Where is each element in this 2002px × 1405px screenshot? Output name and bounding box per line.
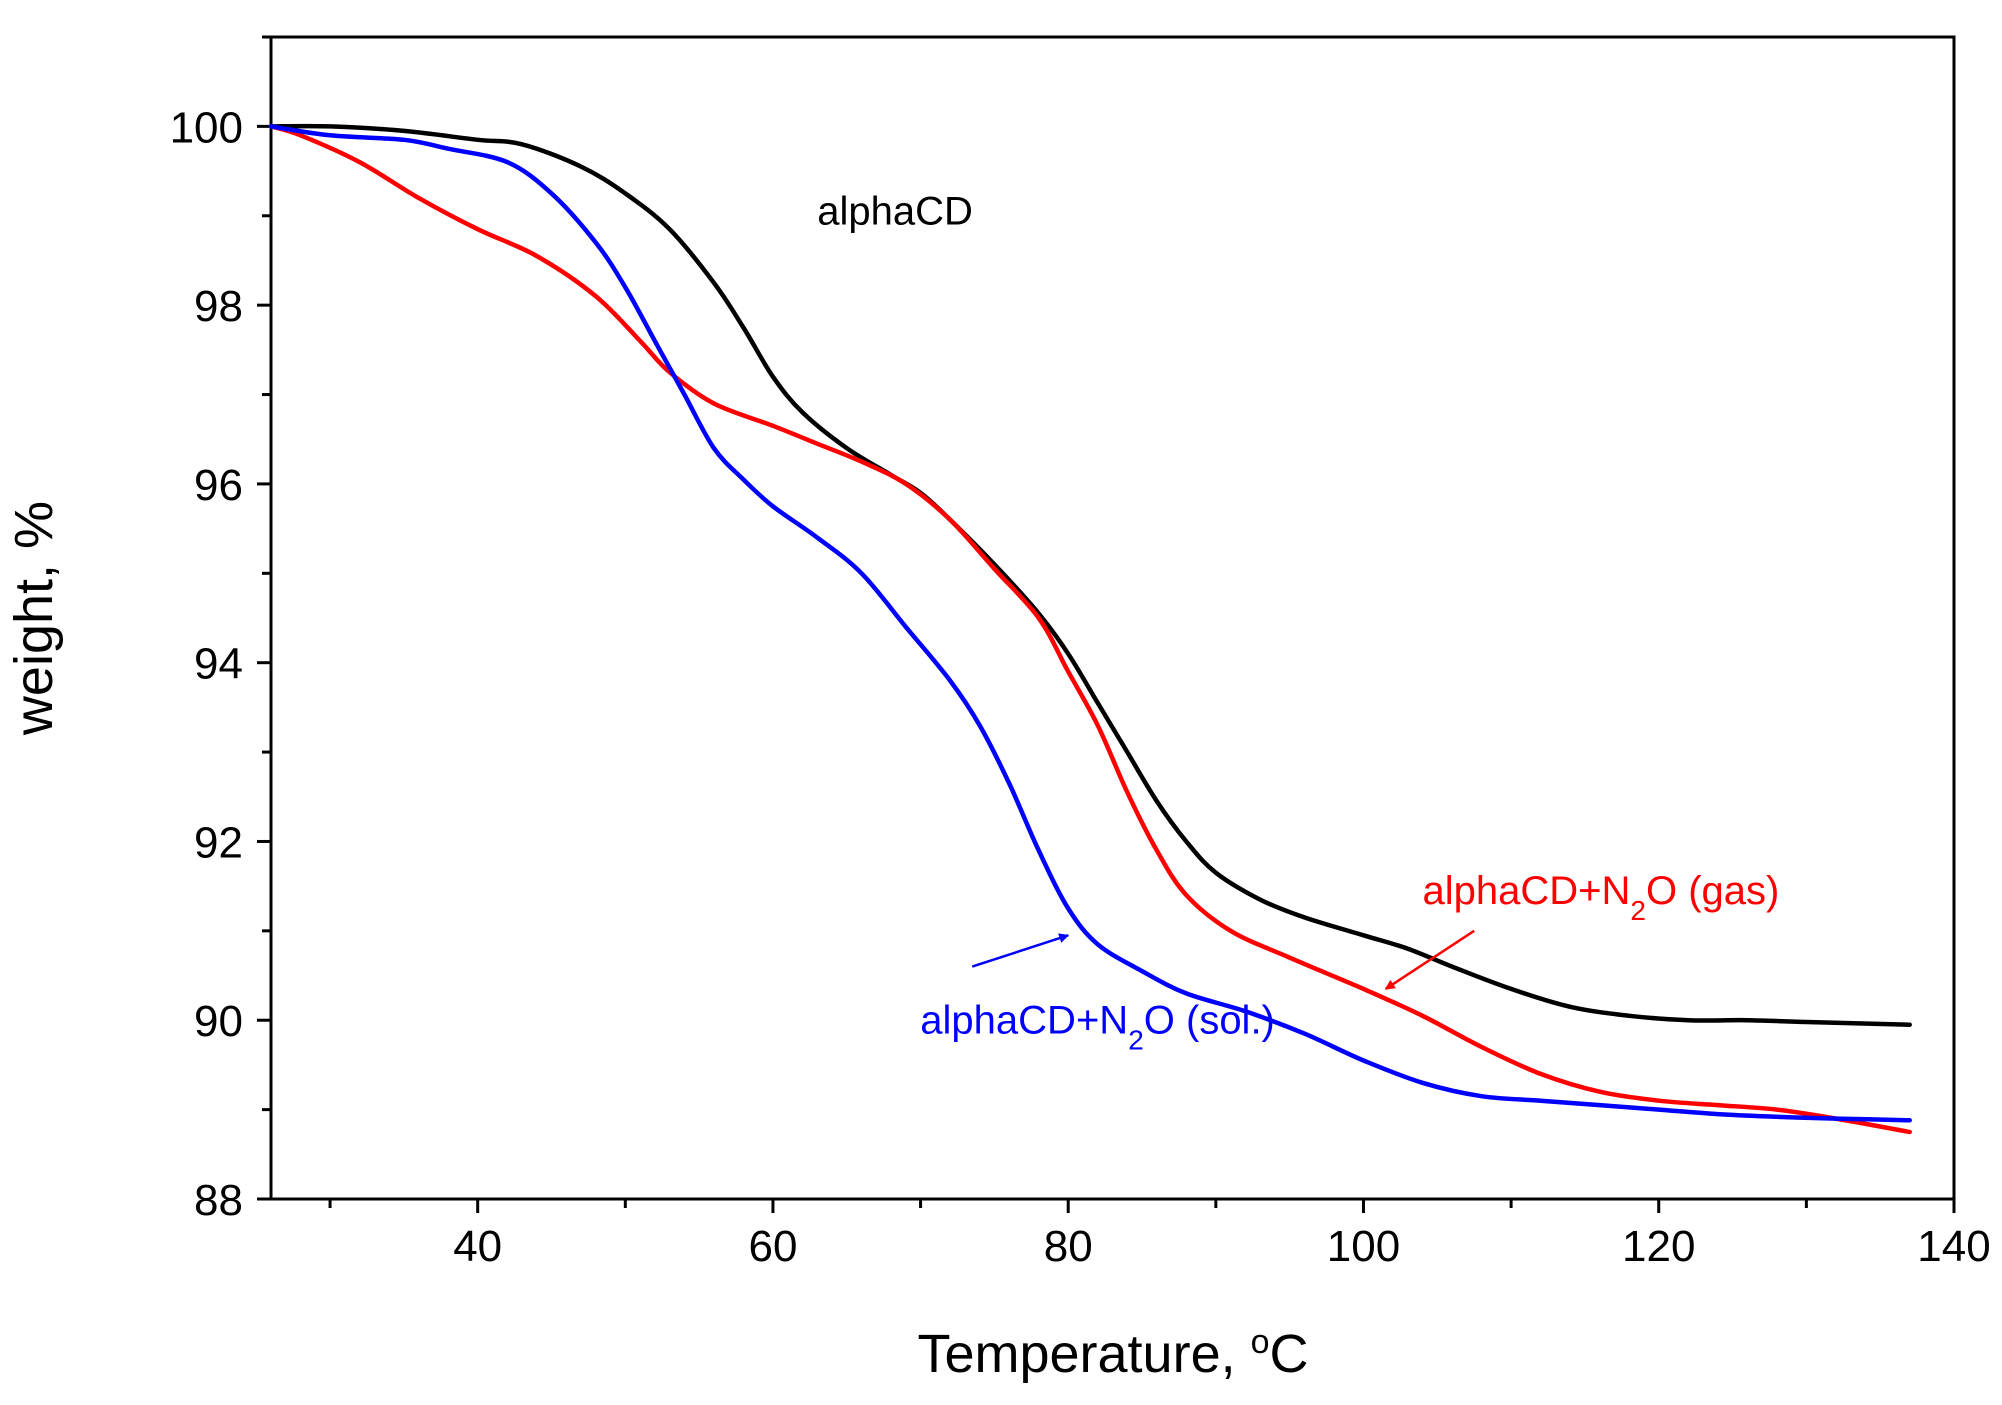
x-axis-title: Temperature, oC [917,1323,1308,1384]
x-axis-title-text: Temperature, [917,1324,1250,1384]
series-line-alphacd-n2o-gas [268,124,1912,1135]
gas-arrow [1384,929,1475,990]
plot-frame [269,35,1956,1201]
gas-label-part: O (gas) [1646,869,1779,913]
alphacd-label: alphaCD [817,190,973,234]
x-tick-label: 120 [1622,1222,1695,1271]
x-tick-label: 80 [1044,1222,1093,1271]
x-tick-label: 40 [453,1222,502,1271]
gas-label-part: 2 [1630,895,1646,926]
x-axis-title-degree: o [1251,1323,1270,1361]
alphacd-label-part: alphaCD [817,190,973,234]
sol-label: alphaCD+N2O (sol.) [920,999,1275,1056]
x-tick-label: 140 [1917,1222,1990,1271]
gas-label-part: alphaCD+N [1423,869,1631,913]
sol-label-part: 2 [1128,1024,1144,1055]
axis-ticks: 40 60 80 100 120 140 88 90 92 94 96 98 100 [170,35,1991,1271]
x-tick-label: 100 [1327,1222,1400,1271]
series-line-alphacd [268,123,1912,1027]
y-tick-label: 88 [194,1176,243,1225]
gas-label: alphaCD+N2O (gas) [1423,869,1780,926]
y-tick-label: 96 [194,461,243,510]
sol-label-part: alphaCD+N [920,999,1128,1043]
series-line-alphacd-n2o-sol [268,124,1912,1123]
y-tick-label: 94 [194,640,243,689]
sol-label-part: O (sol.) [1144,999,1275,1043]
y-tick-label: 92 [194,818,243,867]
series-layer [268,123,1912,1135]
y-tick-label: 100 [170,103,243,152]
x-tick-label: 60 [748,1222,797,1271]
sol-arrow [971,933,1070,968]
y-tick-label: 90 [194,997,243,1046]
x-axis-title-unit: C [1270,1324,1309,1384]
y-tick-label: 98 [194,282,243,331]
y-axis-title: weight, % [4,501,64,736]
